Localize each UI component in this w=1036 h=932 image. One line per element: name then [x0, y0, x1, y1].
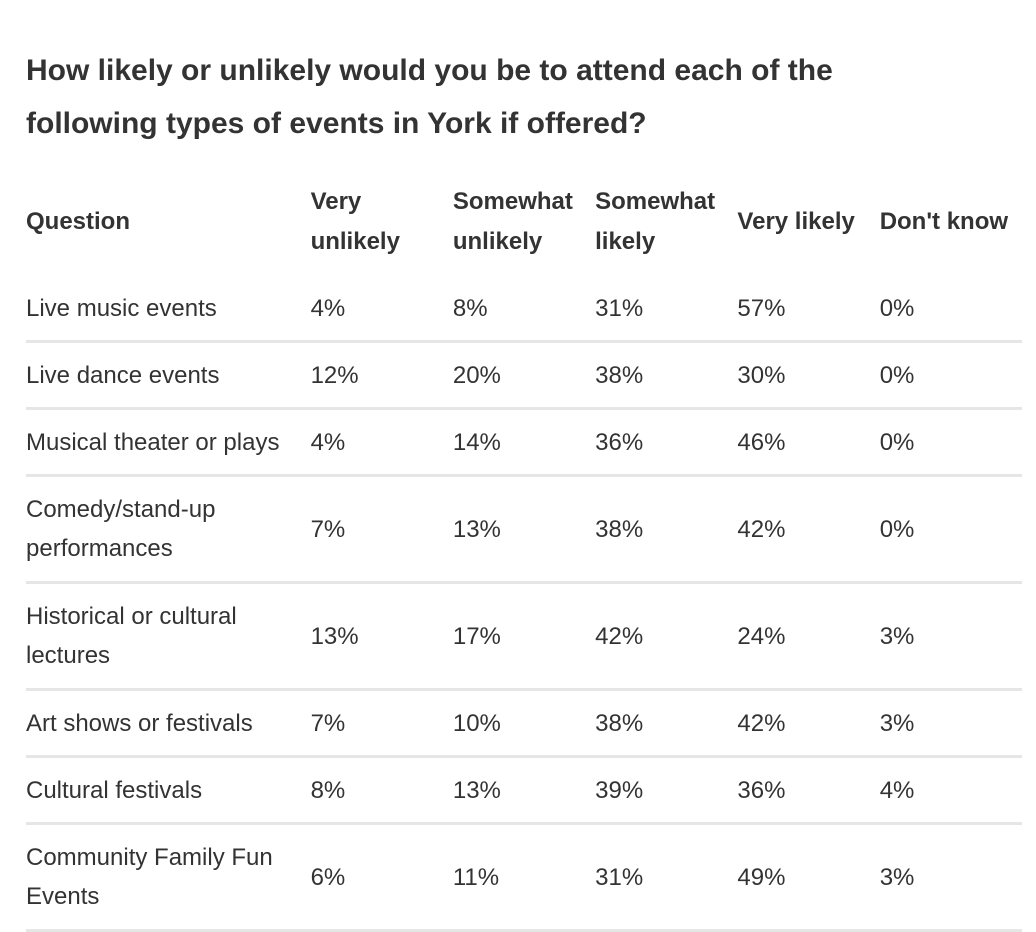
value-cell: 11%: [452, 823, 596, 932]
value-cell: 0%: [879, 276, 1022, 343]
question-cell: Live dance events: [26, 341, 311, 410]
value-cell: 31%: [595, 276, 738, 343]
value-cell: 3%: [879, 582, 1022, 691]
value-cell: 20%: [452, 341, 596, 410]
survey-results-table: Question Very unlikely Somewhat unlikely…: [26, 182, 1022, 932]
value-cell: 30%: [737, 341, 880, 410]
table-row: Musical theater or plays 4% 14% 36% 46% …: [26, 408, 1022, 477]
value-cell: 39%: [595, 756, 738, 825]
value-cell: 38%: [595, 689, 738, 758]
value-cell: 10%: [452, 689, 596, 758]
value-cell: 42%: [737, 689, 880, 758]
value-cell: 4%: [310, 276, 453, 343]
table-row: Live music events 4% 8% 31% 57% 0%: [26, 276, 1022, 343]
question-cell: Community Family Fun Events: [26, 823, 311, 932]
value-cell: 38%: [595, 475, 738, 584]
value-cell: 46%: [737, 408, 880, 477]
value-cell: 7%: [310, 475, 453, 584]
table-title: How likely or unlikely would you be to a…: [26, 54, 833, 140]
value-cell: 57%: [737, 276, 880, 343]
value-cell: 7%: [310, 689, 453, 758]
value-cell: 8%: [452, 276, 596, 343]
value-cell: 3%: [879, 689, 1022, 758]
column-header: Don't know: [879, 208, 1009, 235]
value-cell: 3%: [879, 823, 1022, 932]
value-cell: 13%: [452, 475, 596, 584]
value-cell: 36%: [595, 408, 738, 477]
column-header: Question: [26, 208, 131, 235]
value-cell: 0%: [879, 475, 1022, 584]
column-header: Very unlikely: [310, 188, 400, 255]
value-cell: 6%: [310, 823, 453, 932]
value-cell: 24%: [737, 582, 880, 691]
value-cell: 13%: [310, 582, 453, 691]
table-row: Comedy/stand-up performances 7% 13% 38% …: [26, 475, 1022, 584]
value-cell: 42%: [595, 582, 738, 691]
question-cell: Live music events: [26, 276, 311, 343]
value-cell: 14%: [452, 408, 596, 477]
question-cell: Cultural festivals: [26, 756, 311, 825]
value-cell: 42%: [737, 475, 880, 584]
table-row: Cultural festivals 8% 13% 39% 36% 4%: [26, 756, 1022, 825]
header-row: Question Very unlikely Somewhat unlikely…: [26, 182, 1022, 276]
value-cell: 31%: [595, 823, 738, 932]
column-header: Somewhat unlikely: [452, 188, 573, 255]
value-cell: 4%: [310, 408, 453, 477]
column-header: Very likely: [737, 208, 855, 235]
question-cell: Musical theater or plays: [26, 408, 311, 477]
value-cell: 12%: [310, 341, 453, 410]
question-cell: Historical or cultural lectures: [26, 582, 311, 691]
table-row: Art shows or festivals 7% 10% 38% 42% 3%: [26, 689, 1022, 758]
table-row: Community Family Fun Events 6% 11% 31% 4…: [26, 823, 1022, 932]
table-row: Historical or cultural lectures 13% 17% …: [26, 582, 1022, 691]
value-cell: 38%: [595, 341, 738, 410]
value-cell: 8%: [310, 756, 453, 825]
value-cell: 4%: [879, 756, 1022, 825]
value-cell: 17%: [452, 582, 596, 691]
value-cell: 0%: [879, 341, 1022, 410]
table-row: Live dance events 12% 20% 38% 30% 0%: [26, 341, 1022, 410]
value-cell: 36%: [737, 756, 880, 825]
question-cell: Comedy/stand-up performances: [26, 475, 311, 584]
value-cell: 49%: [737, 823, 880, 932]
value-cell: 13%: [452, 756, 596, 825]
column-header: Somewhat likely: [595, 188, 716, 255]
question-cell: Art shows or festivals: [26, 689, 311, 758]
value-cell: 0%: [879, 408, 1022, 477]
